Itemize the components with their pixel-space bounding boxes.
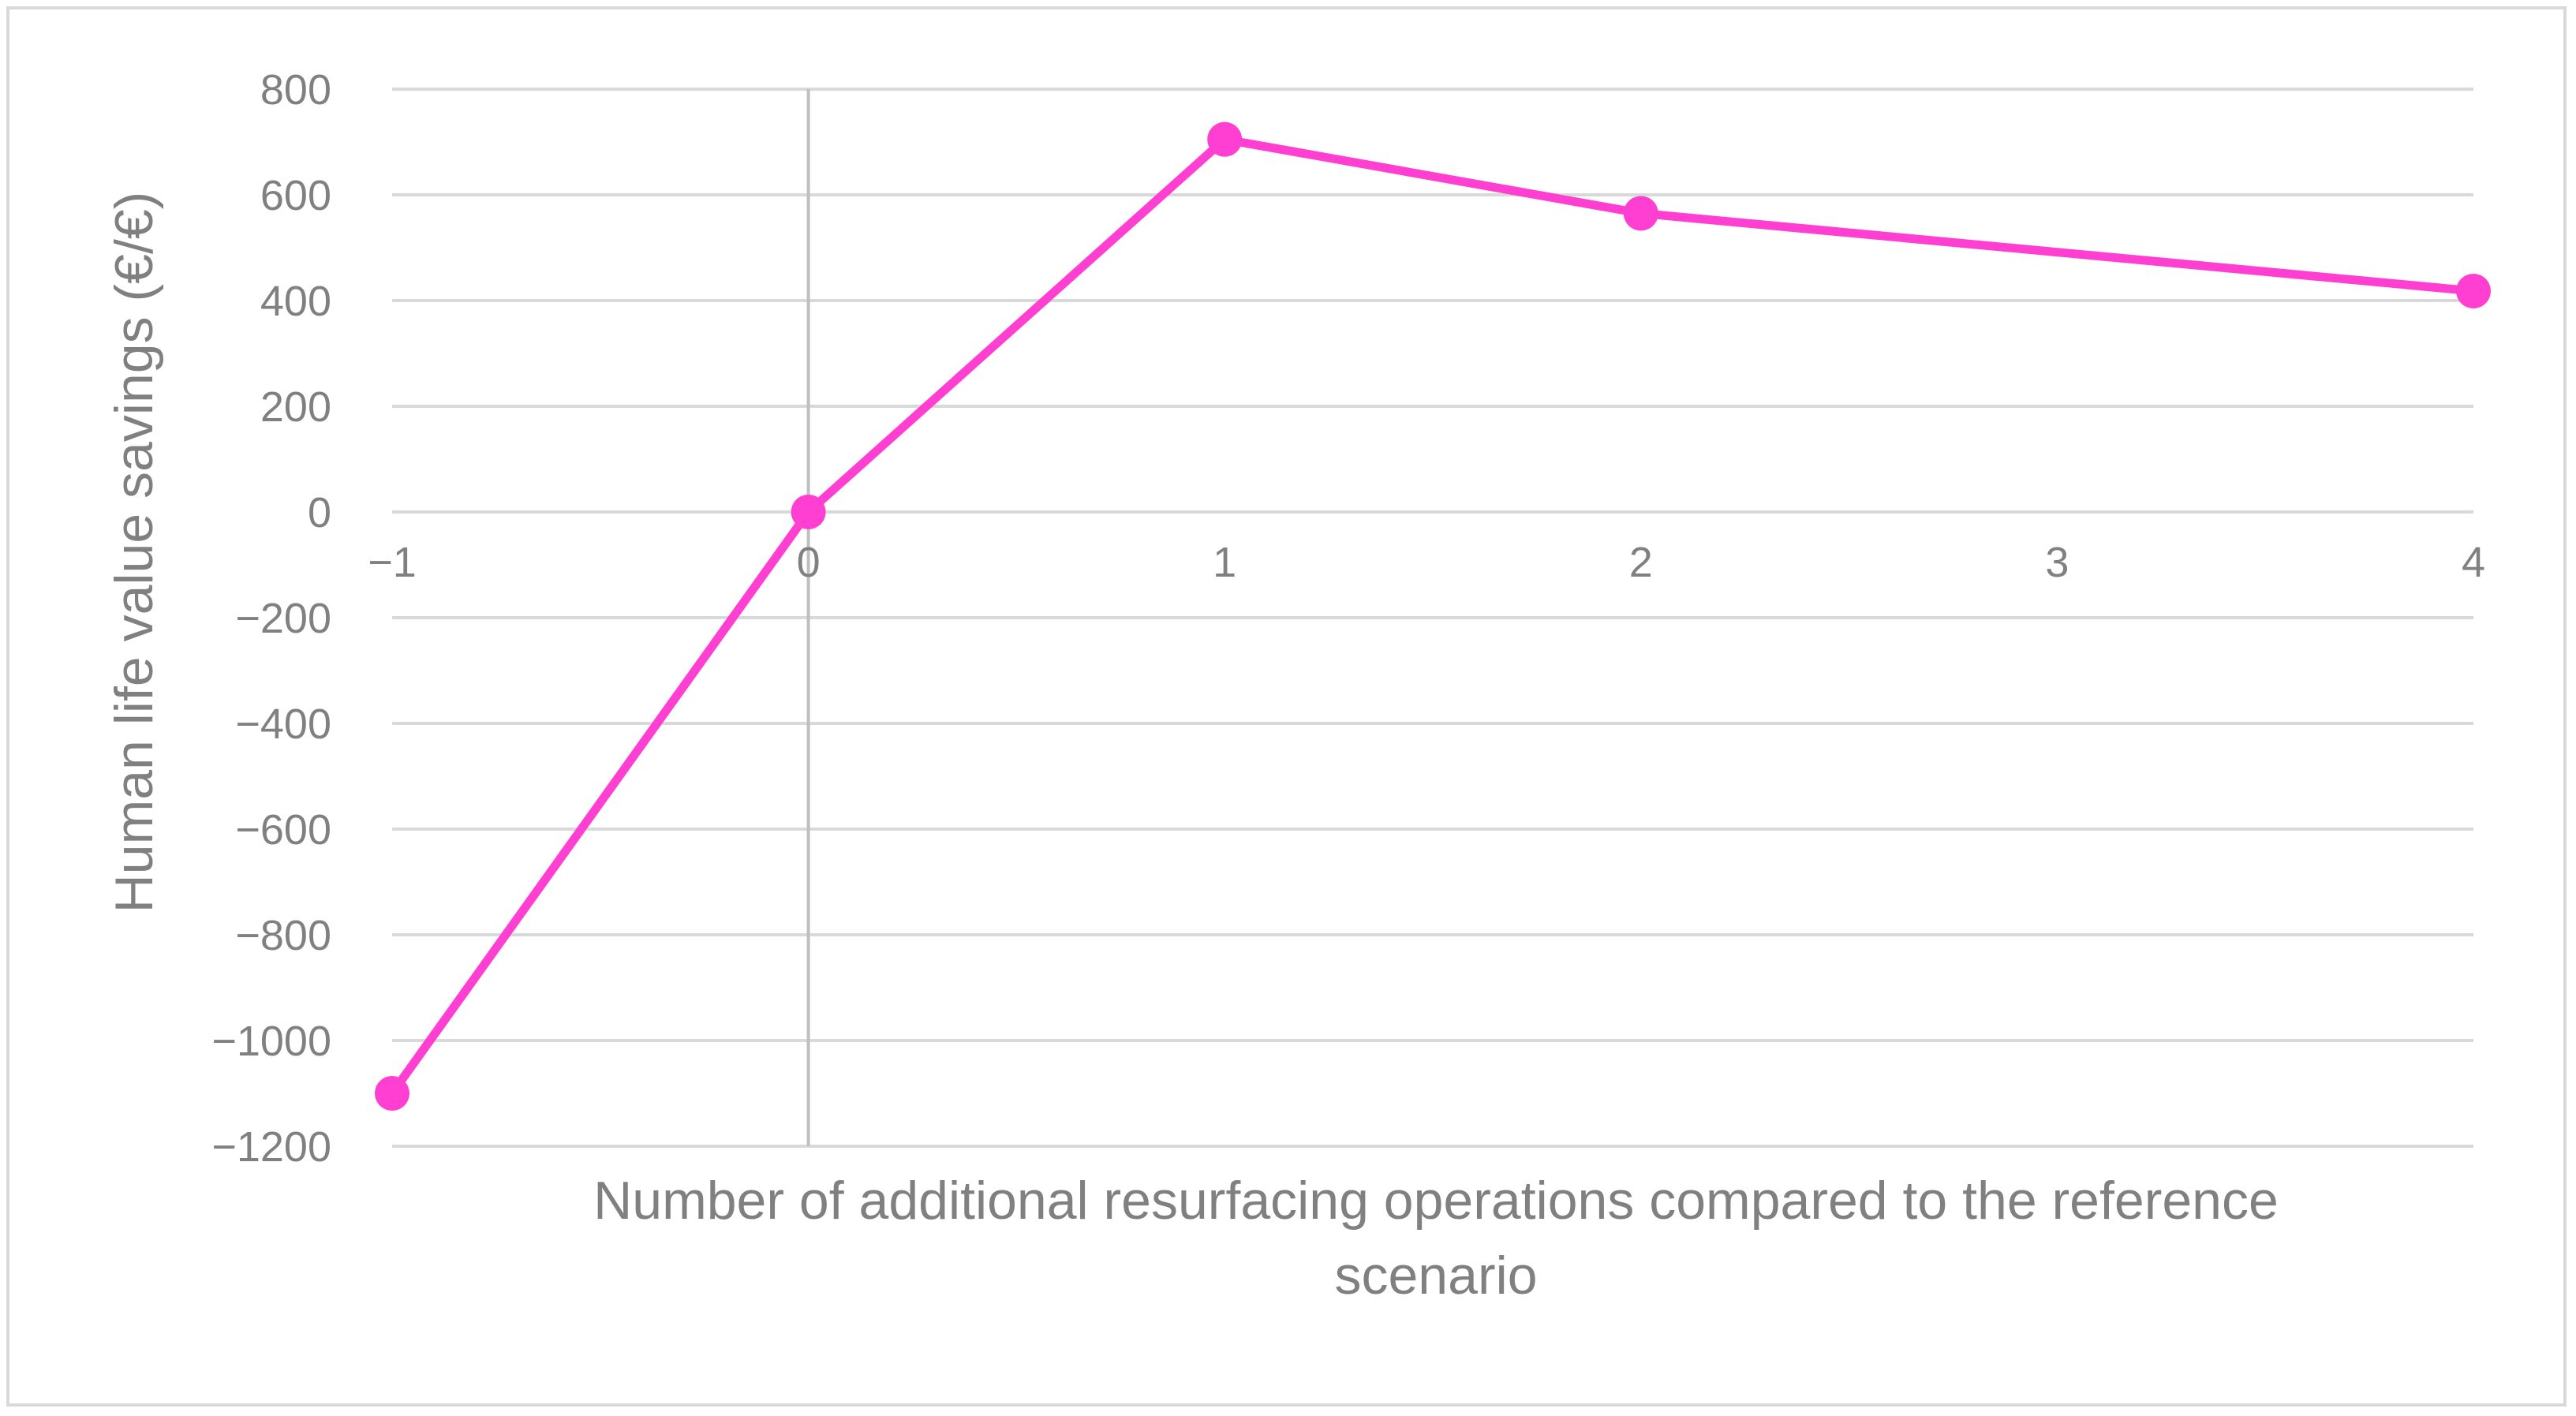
data-point [375,1076,409,1111]
y-tick-label: 800 [260,66,331,114]
x-tick-label: −1 [368,539,417,586]
grid-layer [392,88,2473,1148]
y-tick-label: −1000 [211,1018,331,1065]
data-point [791,495,826,529]
x-tick-label: 2 [1629,539,1653,586]
x-axis-title-line-2: scenario [1334,1246,1537,1306]
x-tick-label: 1 [1213,539,1236,586]
x-axis-title-line-1: Number of additional resurfacing operati… [593,1171,2279,1231]
y-tick-label: 600 [260,172,331,219]
y-axis-title: Human life value savings (€/€) [104,192,164,913]
y-tick-label: −400 [235,701,331,748]
series-layer [375,121,2491,1111]
chart-frame [6,6,2567,1407]
y-tick-label: 200 [260,383,331,431]
data-point [1207,121,1243,157]
data-point [1623,196,1658,231]
y-tick-label: −200 [235,595,331,642]
x-tick-label: 0 [797,539,821,586]
y-tick-label: −1200 [211,1123,331,1171]
y-tick-label: −600 [235,806,331,854]
y-tick-label: −800 [235,912,331,959]
x-tick-label: 4 [2462,539,2485,586]
y-tick-label: 400 [260,278,331,325]
label-layer: 800 600 400 200 0 −200 −400 −600 −800 −1000 −1200 −… [211,66,2485,1171]
x-tick-label: 3 [2045,539,2069,586]
y-tick-label: 0 [308,489,331,536]
data-point [2456,273,2491,308]
